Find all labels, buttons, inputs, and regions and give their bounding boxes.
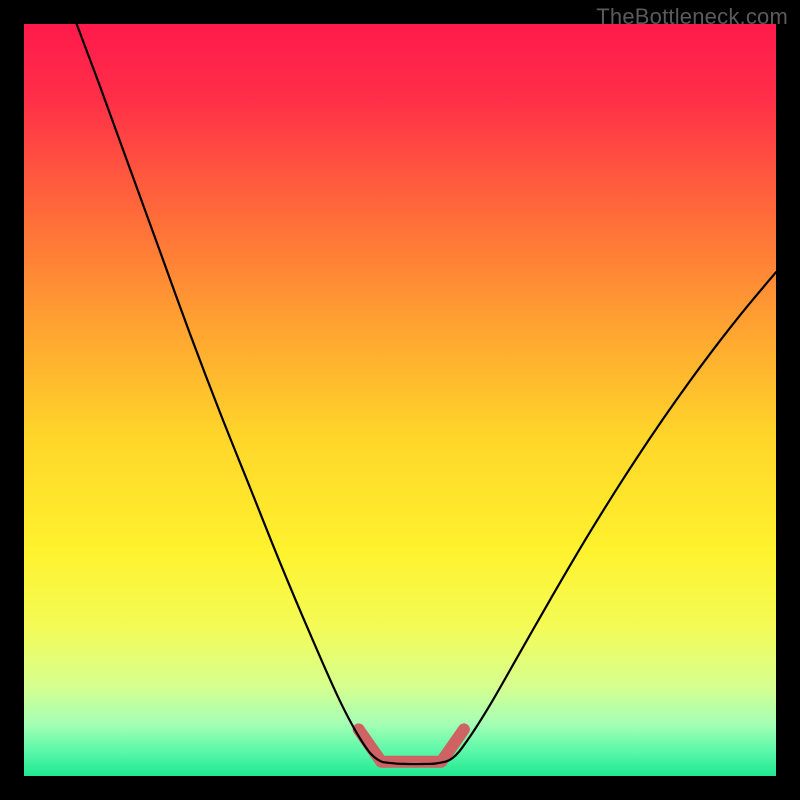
- plot-svg: [24, 24, 776, 776]
- plot-area: [24, 24, 776, 776]
- gradient-background: [24, 24, 776, 776]
- watermark-text: TheBottleneck.com: [596, 4, 788, 30]
- chart-frame: TheBottleneck.com: [0, 0, 800, 800]
